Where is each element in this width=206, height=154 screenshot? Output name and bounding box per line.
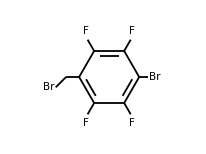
Text: F: F [129, 118, 135, 128]
Text: Br: Br [149, 72, 160, 82]
Text: F: F [83, 26, 89, 36]
Text: Br: Br [43, 82, 54, 92]
Text: F: F [83, 118, 89, 128]
Text: F: F [129, 26, 135, 36]
